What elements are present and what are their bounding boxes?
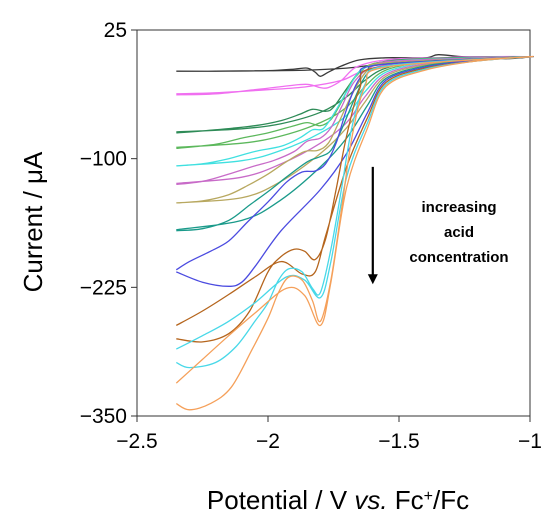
y-axis-label: Current / μA bbox=[18, 151, 48, 292]
annotation-line-1: increasing bbox=[421, 199, 496, 216]
x-axis-label-end: /Fc bbox=[433, 485, 469, 515]
series-line-1 bbox=[176, 54, 531, 77]
series-line-12 bbox=[175, 55, 534, 411]
down-arrow-icon bbox=[367, 166, 378, 285]
series-lines bbox=[175, 54, 534, 411]
series-line-6 bbox=[176, 56, 533, 186]
x-tick-label: −2.5 bbox=[116, 430, 157, 453]
x-axis-label-prefix: Potential / V bbox=[207, 485, 354, 515]
series-line-2 bbox=[176, 55, 531, 96]
series-line-11 bbox=[176, 55, 534, 369]
y-tick-label: 25 bbox=[104, 19, 127, 42]
annotation-line-2: acid bbox=[444, 224, 474, 241]
x-axis-label-italic: vs. bbox=[354, 485, 387, 515]
x-axis-label-sup: + bbox=[424, 488, 433, 505]
annotation-line-3: concentration bbox=[409, 249, 508, 266]
axis-ticks: −2.5 −2 −1.5 −1 25 −100 −225 −350 bbox=[80, 19, 542, 453]
x-tick-label: −2 bbox=[256, 430, 280, 453]
x-axis-label: Potential / V vs. Fc+/Fc bbox=[207, 485, 469, 515]
y-tick-label: −350 bbox=[80, 405, 127, 428]
plot-frame bbox=[136, 29, 531, 417]
x-tick-label: −1.5 bbox=[378, 430, 419, 453]
y-tick-label: −225 bbox=[80, 276, 127, 299]
annotation-group: increasing acid concentration bbox=[409, 199, 508, 266]
x-axis-label-fc: Fc bbox=[388, 485, 424, 515]
series-line-9 bbox=[175, 55, 534, 287]
series-line-8 bbox=[176, 56, 534, 232]
x-tick-label: −1 bbox=[518, 430, 542, 453]
y-tick-label: −100 bbox=[80, 148, 127, 171]
arrow-head bbox=[367, 274, 378, 285]
